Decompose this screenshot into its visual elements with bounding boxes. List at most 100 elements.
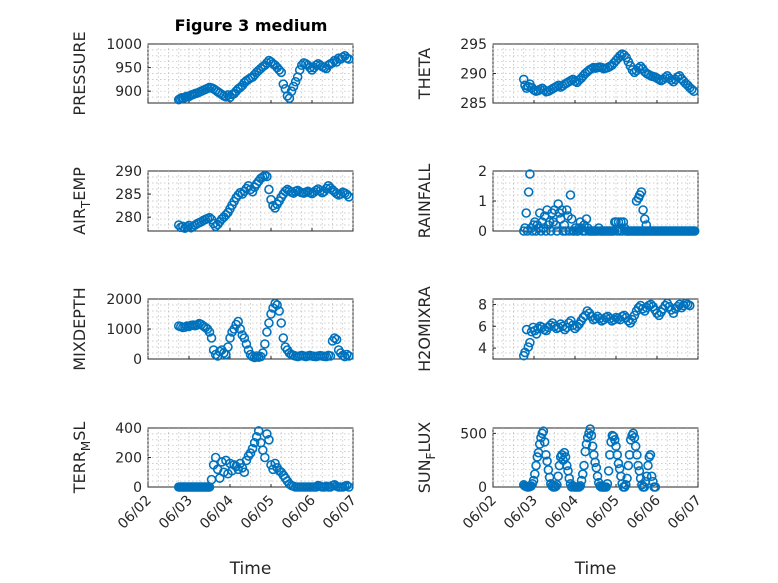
data-point: [550, 481, 561, 492]
data-point: [687, 84, 697, 95]
data-point: [575, 481, 586, 491]
data-point: [538, 426, 549, 437]
data-point: [645, 450, 656, 460]
data-point: [636, 187, 647, 197]
data-point: [266, 309, 276, 319]
x-tick-label: 06/02: [115, 493, 155, 533]
series-points: [173, 298, 354, 363]
data-point: [335, 189, 346, 199]
y-axis-label: THETA: [415, 48, 434, 100]
series-points: [173, 50, 354, 105]
data-point: [223, 90, 233, 100]
x-tick-label: 06/05: [583, 493, 623, 533]
data-point: [235, 324, 246, 334]
data-point: [646, 471, 657, 482]
y-tick-label: 2000: [106, 292, 142, 308]
data-point: [331, 334, 342, 345]
y-tick-label: 500: [460, 426, 487, 442]
data-point: [638, 205, 648, 215]
data-point: [633, 460, 643, 471]
data-point: [239, 467, 250, 478]
data-point: [344, 351, 354, 361]
y-tick-label: 950: [115, 61, 142, 77]
data-point: [257, 348, 268, 358]
data-point: [622, 473, 632, 484]
x-axis-label: Time: [229, 559, 272, 579]
data-point: [584, 428, 594, 439]
data-point: [623, 460, 634, 471]
plot-area: [147, 170, 354, 232]
data-point: [566, 214, 577, 224]
data-point: [294, 65, 305, 75]
data-point: [249, 352, 260, 363]
data-point: [632, 450, 642, 460]
y-tick-label: 8: [478, 297, 487, 313]
data-point: [262, 429, 272, 439]
data-point: [311, 60, 321, 71]
data-point: [270, 458, 280, 469]
data-point: [290, 76, 301, 87]
data-point: [223, 342, 233, 352]
series-points: [518, 424, 661, 492]
data-point: [564, 473, 575, 484]
data-point: [243, 345, 254, 355]
data-point: [559, 324, 570, 335]
data-point: [260, 452, 270, 463]
data-point: [239, 333, 250, 343]
subplot-air_temp: 280 285 290 AIRTEMP: [70, 164, 354, 235]
data-point: [609, 434, 620, 445]
data-point: [518, 74, 529, 85]
x-tick-label: 06/03: [156, 493, 196, 533]
data-point: [585, 424, 595, 434]
data-point: [344, 54, 354, 64]
y-tick-label: 0: [133, 352, 142, 368]
data-point: [521, 208, 532, 218]
data-point: [344, 482, 354, 492]
y-tick-label: 290: [115, 164, 142, 180]
data-point: [615, 50, 625, 61]
data-point: [603, 466, 614, 476]
series-points: [518, 298, 695, 361]
data-point: [247, 443, 258, 454]
data-point: [684, 300, 695, 311]
x-tick-label: 06/04: [197, 492, 237, 532]
y-tick-label: 0: [478, 224, 487, 240]
data-point: [546, 226, 556, 236]
y-axis-label: H2OMIXRA: [415, 286, 434, 372]
data-point: [278, 79, 289, 89]
data-point: [270, 298, 280, 309]
data-point: [561, 460, 572, 471]
y-tick-label: 280: [115, 210, 142, 226]
y-tick-label: 6: [478, 319, 487, 335]
data-point: [327, 58, 338, 68]
y-tick-label: 0: [478, 480, 487, 496]
data-point: [249, 437, 260, 448]
data-point: [660, 72, 671, 83]
subplot-theta: 285 290 295 THETA: [415, 37, 699, 112]
series-points: [173, 170, 354, 234]
data-point: [586, 430, 597, 441]
y-axis-label: PRESSURE: [70, 31, 89, 115]
data-point: [539, 437, 550, 447]
data-point: [315, 186, 326, 196]
data-point: [523, 342, 534, 352]
data-point: [528, 475, 539, 486]
data-point: [641, 471, 652, 482]
data-point: [225, 333, 235, 343]
data-point: [206, 333, 217, 343]
y-axis-label: TERRMSL: [70, 422, 93, 495]
data-point: [628, 428, 639, 439]
y-axis-label: RAINFALL: [415, 164, 434, 239]
x-tick-label: 06/07: [320, 493, 360, 533]
y-tick-label: 1000: [106, 322, 142, 338]
data-point: [262, 58, 272, 68]
data-point: [221, 92, 231, 102]
data-point: [561, 205, 572, 215]
data-point: [325, 351, 336, 361]
data-point: [241, 339, 252, 349]
data-point: [241, 455, 252, 466]
y-tick-label: 900: [115, 84, 142, 100]
data-point: [523, 187, 534, 197]
data-point: [237, 463, 248, 473]
subplot-terr_msl: 0 200 400 06/02 06/03 06/04 06/05 06/06 06/07 TER…: [70, 421, 360, 579]
